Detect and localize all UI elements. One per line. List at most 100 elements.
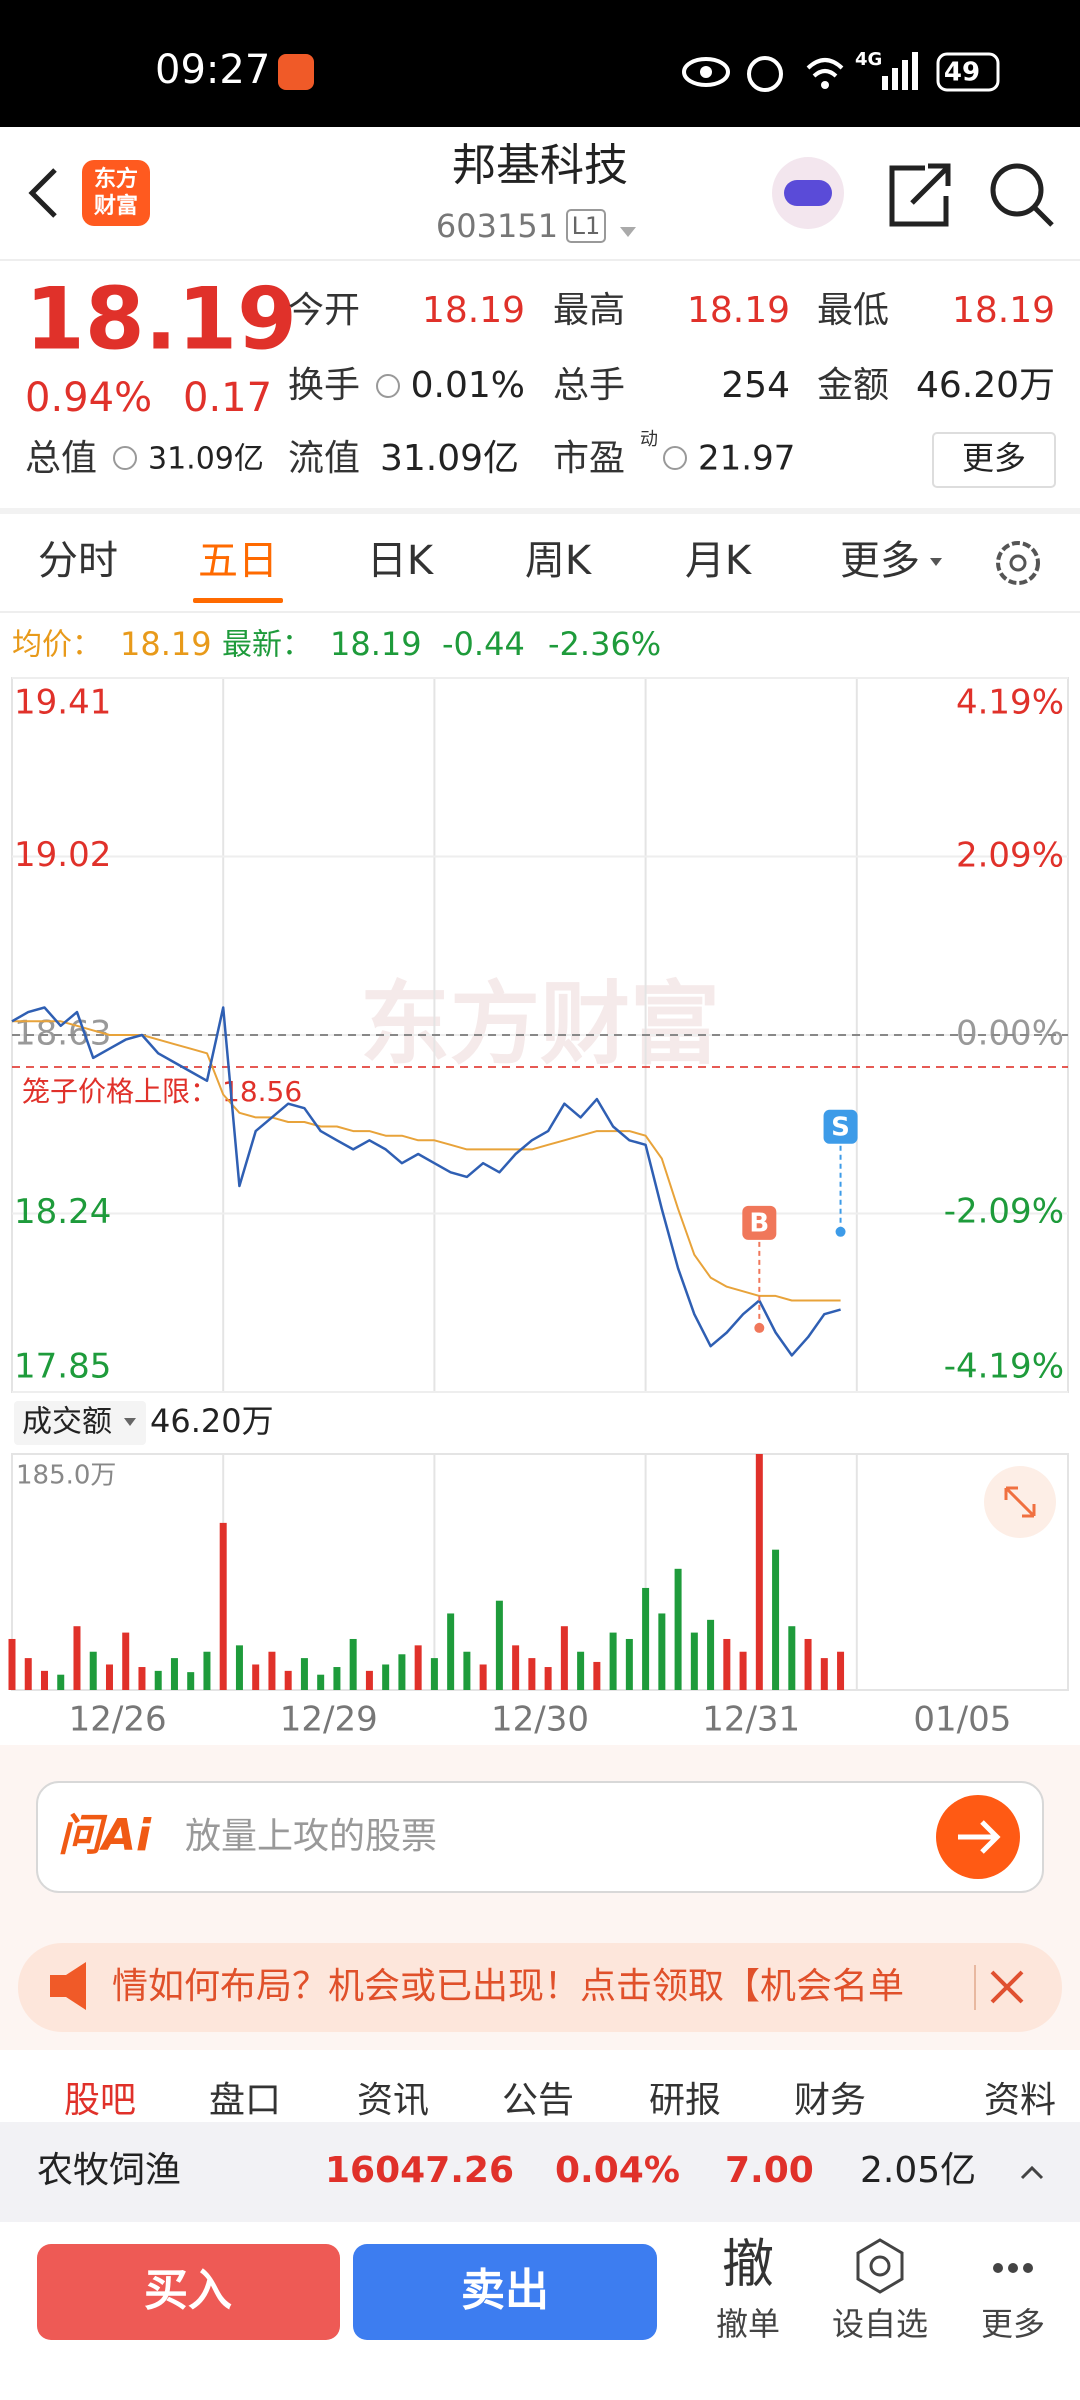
volume-bar [73,1626,81,1690]
field-value: 46.20万 [916,365,1055,406]
volume-selector[interactable] [14,1401,146,1445]
ai-placeholder[interactable]: 放量上攻的股票 [185,1816,437,1857]
volume-value: 46.20万 [150,1402,274,1440]
banner[interactable] [18,1943,1062,2032]
volume-bar [317,1674,325,1690]
logo-text: 财富 [94,193,138,219]
index-bar[interactable] [0,2122,1080,2222]
change: 0.17 [183,375,272,421]
tab-indicator [193,598,283,603]
status-bar [0,0,1080,127]
back-button[interactable] [28,168,57,218]
volume-bar [349,1638,357,1690]
volume-bar [57,1674,65,1690]
banner-text[interactable]: 情如何布局？机会或已出现！点击领取【机会名单 [112,1966,904,2007]
settings-button[interactable] [996,541,1040,585]
volume-bar [544,1667,552,1690]
battery-level: 49 [944,58,980,88]
field-label: 总值 [25,438,97,479]
field-label: 今开 [288,290,360,331]
last-label: 最新： [222,628,312,663]
search-button[interactable] [990,163,1044,217]
field-value: 18.19 [687,290,790,331]
tab[interactable]: 月K [685,538,753,584]
bottom-tab[interactable]: 资料 [984,2080,1056,2121]
cage-limit-value: 18.56 [222,1075,302,1108]
marker-box [742,1205,777,1240]
bottom-tab[interactable]: 研报 [649,2080,721,2121]
wifi-icon [806,58,844,78]
signal-bar [902,60,908,90]
more-button[interactable] [932,432,1056,488]
ai-logo: 问Ai [58,1810,152,1861]
ai-input[interactable] [36,1781,1044,1893]
bottom-tab[interactable]: 股吧 [64,2080,136,2121]
sell-label[interactable]: 卖出 [461,2265,549,2316]
watch-label[interactable]: 设自选 [832,2305,928,2343]
x-tick-label: 12/29 [280,1700,378,1740]
last-value: 18.19 [330,625,422,663]
dropdown-arrow[interactable] [620,227,636,237]
volume-bar [528,1658,536,1690]
cancel-label[interactable]: 撤单 [716,2305,780,2343]
more-dot[interactable] [1008,2263,1018,2273]
volume-bar [609,1632,617,1690]
tab[interactable]: 五日 [198,538,278,584]
volume-bar [8,1638,16,1690]
index-change-pct: 0.04% [555,2150,680,2191]
more-dot[interactable] [1023,2263,1033,2273]
marker-box [823,1109,858,1144]
expand-arrow[interactable] [1020,2165,1044,2180]
buy-label[interactable]: 买入 [144,2265,232,2316]
info-icon[interactable] [663,446,687,470]
tab[interactable]: 更多 [840,538,920,584]
bottom-tab[interactable]: 盘口 [209,2080,281,2121]
stock-code: 603151 [436,207,558,245]
avg-label: 均价： [12,628,102,663]
volume-bar [674,1568,682,1690]
search-handle [1032,205,1054,227]
more-label[interactable]: 更多 [981,2305,1045,2343]
volume-bar [430,1658,438,1690]
bottom-tab[interactable]: 资讯 [357,2080,429,2121]
field-tag: 动 [640,429,658,450]
volume-bar [284,1670,292,1690]
logo[interactable] [82,160,150,226]
volume-bar [414,1645,422,1690]
y2-tick-label: 4.19% [956,683,1064,723]
signal-bar [892,68,898,90]
volume-bar [333,1667,341,1690]
network: 4G [855,49,882,70]
info-icon[interactable] [376,374,400,398]
info-icon[interactable] [113,446,137,470]
volume-bar [122,1632,130,1690]
y-tick-label: 17.85 [14,1347,111,1387]
volume-bar [772,1549,780,1690]
share-button[interactable] [889,163,951,227]
cancel-icon[interactable]: 撤 [722,2235,774,2295]
tab[interactable]: 周K [525,538,593,584]
volume-bar [658,1613,666,1690]
volume-bar [625,1638,633,1690]
field-label: 金额 [817,365,889,406]
app-notification-icon [278,54,314,90]
buy-button[interactable] [37,2244,340,2340]
volume-frame [11,1453,1069,1691]
bottom-tab[interactable]: 公告 [502,2080,574,2121]
watch-icon[interactable] [856,2238,904,2294]
volume-bar [235,1645,243,1690]
tab[interactable]: 分时 [38,538,118,584]
volume-bar [365,1670,373,1690]
marker-point [754,1322,765,1333]
tab[interactable]: 日K [367,538,435,584]
sell-button[interactable] [353,2244,657,2340]
close-banner[interactable] [990,1970,1024,2004]
more-label[interactable]: 更多 [962,439,1026,477]
bottom-tab[interactable]: 财务 [794,2080,866,2121]
more-dot[interactable] [993,2263,1003,2273]
volume-bar [512,1645,520,1690]
volume-tick-label: 185.0万 [16,1461,116,1491]
volume-bar [495,1600,503,1690]
